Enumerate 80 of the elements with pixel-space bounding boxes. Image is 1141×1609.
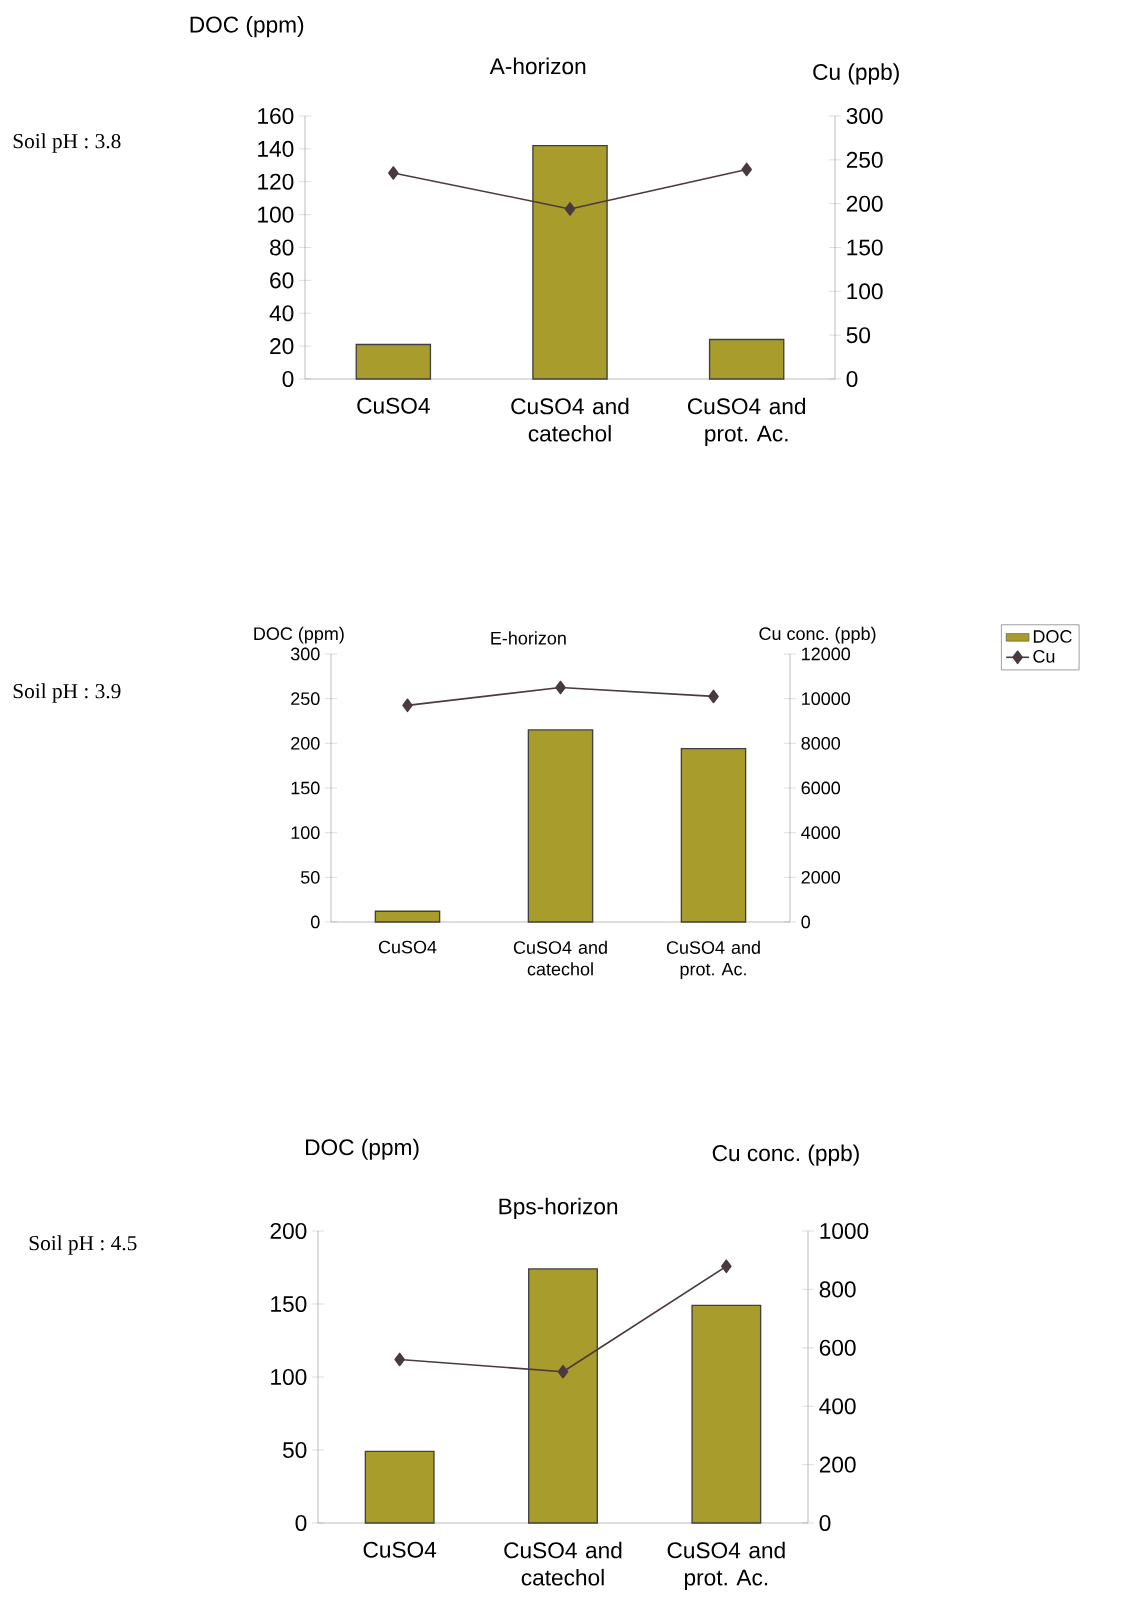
- y-tick-label: 0: [282, 370, 294, 388]
- point: [557, 1364, 569, 1379]
- y-tick-label: 80: [270, 239, 294, 256]
- y-tick-label: 160: [258, 107, 294, 125]
- chart-title: Bps-horizon: [499, 1197, 618, 1219]
- x-tick-label: CuSO4 and catechol: [511, 397, 629, 442]
- point: [394, 1352, 405, 1367]
- y-tick-label: 200: [270, 1222, 307, 1240]
- bar: [374, 910, 441, 923]
- y-tick-label: 0: [310, 915, 320, 929]
- y2-tick-label: 2000: [801, 870, 841, 884]
- text: Soil pH : 3.9: [13, 683, 121, 703]
- y2-tick-label: 400: [819, 1398, 856, 1415]
- chart-title: E-horizon: [491, 631, 566, 645]
- x-tick-label: CuSO4: [378, 940, 437, 954]
- y2-tick-label: 8000: [801, 736, 841, 750]
- x-tick-label: CuSO4 and prot. Ac.: [687, 397, 806, 447]
- y2-axis-title: Cu conc. (ppb): [759, 626, 876, 644]
- y2-tick-label: 1000: [820, 1222, 869, 1240]
- y-axis-title: DOC (ppm): [306, 1138, 419, 1160]
- bar: [364, 1450, 435, 1524]
- y-tick-label: 100: [258, 206, 294, 223]
- y2-tick-label: 0: [801, 915, 811, 929]
- point: [555, 680, 566, 695]
- y-axis-title: DOC (ppm): [190, 16, 304, 38]
- y2-tick-label: 6000: [801, 781, 841, 795]
- y2-tick-label: 100: [847, 283, 883, 300]
- y-tick-label: 200: [291, 736, 320, 750]
- y2-tick-label: 12000: [802, 647, 851, 661]
- y-tick-label: 150: [291, 781, 320, 795]
- bar: [355, 343, 432, 380]
- bar: [680, 748, 747, 923]
- text: Soil pH : 4.5: [29, 1235, 137, 1255]
- point: [721, 1259, 732, 1274]
- y-axis-title: DOC (ppm): [254, 626, 344, 644]
- y2-tick-label: 0: [819, 1514, 831, 1532]
- x-tick-label: CuSO4: [363, 1541, 437, 1558]
- point: [564, 202, 576, 216]
- y2-tick-label: 0: [846, 370, 858, 388]
- y-tick-label: 40: [269, 305, 294, 322]
- y2-tick-label: 200: [819, 1456, 856, 1473]
- x-tick-label: CuSO4: [357, 397, 430, 414]
- chart-title: A-horizon: [489, 57, 586, 75]
- point: [402, 698, 413, 713]
- y2-tick-label: 10000: [802, 692, 851, 706]
- point: [388, 166, 399, 180]
- bar: [527, 729, 594, 923]
- y-tick-label: 60: [270, 272, 294, 289]
- bar: [708, 338, 785, 380]
- y2-tick-label: 300: [846, 107, 883, 125]
- x-tick-label: CuSO4 and prot. Ac.: [667, 1541, 785, 1591]
- y-tick-label: 300: [290, 647, 320, 661]
- legend-label: DOC: [1033, 630, 1072, 643]
- legend-label: Cu: [1033, 650, 1055, 663]
- y-tick-label: 150: [271, 1295, 307, 1313]
- y2-tick-label: 250: [846, 151, 883, 168]
- y2-tick-label: 50: [846, 327, 871, 344]
- y-tick-label: 140: [258, 140, 294, 157]
- y-tick-label: 120: [258, 173, 294, 190]
- x-tick-label: CuSO4 and catechol: [504, 1541, 622, 1586]
- point: [708, 689, 719, 704]
- y2-tick-label: 150: [847, 239, 883, 256]
- y2-axis-title: Cu conc. (ppb): [712, 1144, 859, 1166]
- y-tick-label: 50: [300, 870, 320, 884]
- x-tick-label: CuSO4 and prot. Ac.: [666, 940, 760, 980]
- y-tick-label: 0: [295, 1514, 307, 1532]
- y-tick-label: 100: [271, 1368, 307, 1386]
- y-tick-label: 20: [270, 338, 294, 355]
- y-tick-label: 50: [282, 1441, 307, 1459]
- text: Soil pH : 3.8: [13, 133, 121, 153]
- point: [741, 162, 752, 177]
- y2-tick-label: 200: [846, 195, 883, 212]
- x-tick-label: CuSO4 and catechol: [513, 940, 607, 976]
- y2-tick-label: 600: [819, 1339, 856, 1356]
- bar: [691, 1304, 762, 1524]
- y2-tick-label: 4000: [801, 826, 841, 840]
- y-tick-label: 250: [291, 692, 320, 706]
- y2-tick-label: 800: [819, 1281, 856, 1298]
- y2-axis-title: Cu (ppb): [813, 63, 899, 85]
- y-tick-label: 100: [291, 826, 320, 840]
